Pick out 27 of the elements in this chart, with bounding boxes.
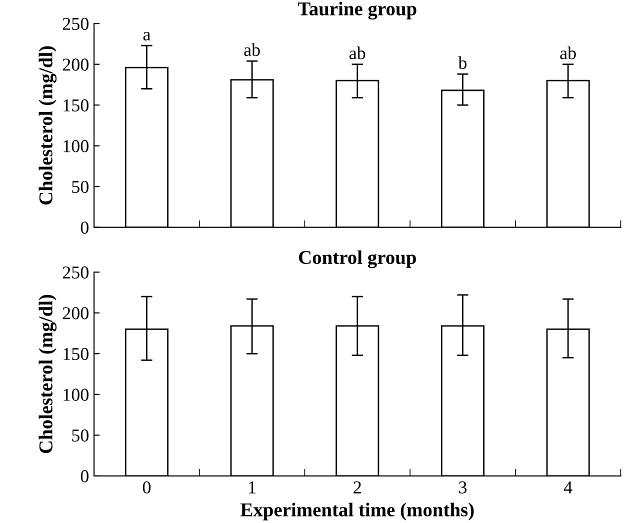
y-tick-label: 200 xyxy=(62,307,88,320)
x-tick-label: 2 xyxy=(354,481,361,494)
y-axis-title: Cholesterol (mg/dl) xyxy=(38,46,57,204)
y-tick-label: 0 xyxy=(80,470,88,482)
annotation: ab xyxy=(244,43,260,56)
y-tick-label: 100 xyxy=(64,388,88,401)
y-tick-label: 50 xyxy=(72,180,88,193)
y-tick-label: 200 xyxy=(62,58,88,71)
y-tick-label: 100 xyxy=(64,140,88,152)
chart-title: Taurine group xyxy=(298,2,416,20)
x-tick-label: 4 xyxy=(564,481,572,494)
y-tick-label: 150 xyxy=(64,348,88,360)
x-tick-label: 1 xyxy=(249,481,256,494)
x-tick-label: 0 xyxy=(142,481,151,494)
y-tick-label: 150 xyxy=(64,99,88,112)
y-tick-label: 250 xyxy=(62,18,88,30)
annotation: b xyxy=(458,56,467,70)
annotation: ab xyxy=(560,46,576,60)
x-axis-title: Experimental time (months) xyxy=(240,502,474,520)
y-tick-label: 250 xyxy=(62,266,88,279)
y-tick-label: 50 xyxy=(72,429,88,442)
chart-title: Control group xyxy=(298,250,416,268)
y-axis-title: Cholesterol (mg/dl) xyxy=(38,294,57,454)
y-tick-label: 0 xyxy=(80,222,88,234)
annotation: a xyxy=(143,32,150,40)
annotation: ab xyxy=(350,46,366,60)
x-tick-label: 3 xyxy=(459,481,467,494)
